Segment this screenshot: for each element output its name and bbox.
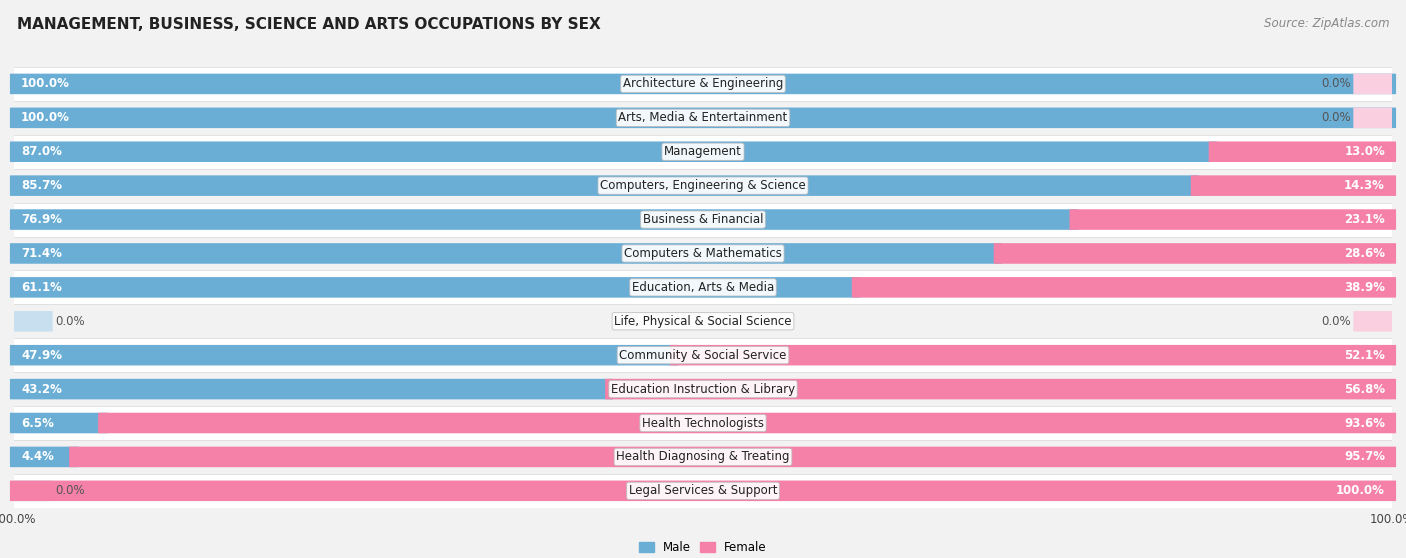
Text: 56.8%: 56.8%	[1344, 383, 1385, 396]
FancyBboxPatch shape	[10, 142, 1218, 162]
Text: 23.1%: 23.1%	[1344, 213, 1385, 226]
Text: 13.0%: 13.0%	[1344, 145, 1385, 158]
Text: 85.7%: 85.7%	[21, 179, 62, 192]
FancyBboxPatch shape	[994, 243, 1396, 264]
FancyBboxPatch shape	[605, 379, 1396, 400]
Text: Education Instruction & Library: Education Instruction & Library	[612, 383, 794, 396]
FancyBboxPatch shape	[10, 108, 1396, 128]
Text: 100.0%: 100.0%	[21, 112, 70, 124]
Bar	[14, 474, 1392, 508]
Text: Computers, Engineering & Science: Computers, Engineering & Science	[600, 179, 806, 192]
Bar	[14, 304, 1392, 338]
FancyBboxPatch shape	[10, 209, 1078, 230]
FancyBboxPatch shape	[852, 277, 1396, 297]
Text: MANAGEMENT, BUSINESS, SCIENCE AND ARTS OCCUPATIONS BY SEX: MANAGEMENT, BUSINESS, SCIENCE AND ARTS O…	[17, 17, 600, 32]
Bar	[14, 406, 1392, 440]
FancyBboxPatch shape	[10, 379, 613, 400]
Text: Health Technologists: Health Technologists	[643, 416, 763, 430]
FancyBboxPatch shape	[10, 480, 1396, 501]
FancyBboxPatch shape	[98, 413, 1396, 433]
Text: Legal Services & Support: Legal Services & Support	[628, 484, 778, 497]
Text: 95.7%: 95.7%	[1344, 450, 1385, 463]
Text: 61.1%: 61.1%	[21, 281, 62, 294]
Text: Computers & Mathematics: Computers & Mathematics	[624, 247, 782, 260]
Text: Arts, Media & Entertainment: Arts, Media & Entertainment	[619, 112, 787, 124]
FancyBboxPatch shape	[10, 277, 860, 297]
Text: 38.9%: 38.9%	[1344, 281, 1385, 294]
Bar	[14, 67, 1392, 101]
Text: Community & Social Service: Community & Social Service	[619, 349, 787, 362]
Text: Source: ZipAtlas.com: Source: ZipAtlas.com	[1264, 17, 1389, 30]
Bar	[14, 203, 1392, 237]
FancyBboxPatch shape	[1209, 142, 1396, 162]
Text: 100.0%: 100.0%	[21, 78, 70, 90]
Text: Health Diagnosing & Treating: Health Diagnosing & Treating	[616, 450, 790, 463]
Bar	[14, 135, 1392, 169]
Bar	[14, 169, 1392, 203]
Bar	[14, 271, 1392, 304]
FancyBboxPatch shape	[1191, 175, 1396, 196]
Text: 0.0%: 0.0%	[1322, 315, 1351, 328]
FancyBboxPatch shape	[1354, 311, 1396, 331]
Bar	[14, 101, 1392, 135]
FancyBboxPatch shape	[1354, 74, 1396, 94]
Bar	[14, 372, 1392, 406]
FancyBboxPatch shape	[10, 413, 108, 433]
Text: 0.0%: 0.0%	[55, 315, 84, 328]
FancyBboxPatch shape	[10, 74, 1396, 94]
FancyBboxPatch shape	[1070, 209, 1396, 230]
Text: 6.5%: 6.5%	[21, 416, 53, 430]
Bar	[14, 237, 1392, 271]
Text: 0.0%: 0.0%	[55, 484, 84, 497]
Text: Architecture & Engineering: Architecture & Engineering	[623, 78, 783, 90]
Text: Management: Management	[664, 145, 742, 158]
Text: 100.0%: 100.0%	[1336, 484, 1385, 497]
Text: Education, Arts & Media: Education, Arts & Media	[631, 281, 775, 294]
FancyBboxPatch shape	[69, 446, 1396, 467]
FancyBboxPatch shape	[10, 243, 1002, 264]
Bar	[14, 440, 1392, 474]
FancyBboxPatch shape	[10, 311, 52, 331]
Text: 4.4%: 4.4%	[21, 450, 53, 463]
FancyBboxPatch shape	[10, 345, 678, 365]
Text: 14.3%: 14.3%	[1344, 179, 1385, 192]
Text: Business & Financial: Business & Financial	[643, 213, 763, 226]
FancyBboxPatch shape	[669, 345, 1396, 365]
Text: 47.9%: 47.9%	[21, 349, 62, 362]
Legend: Male, Female: Male, Female	[634, 537, 772, 558]
Text: 43.2%: 43.2%	[21, 383, 62, 396]
Text: 0.0%: 0.0%	[1322, 78, 1351, 90]
FancyBboxPatch shape	[10, 175, 1199, 196]
Text: Life, Physical & Social Science: Life, Physical & Social Science	[614, 315, 792, 328]
Text: 93.6%: 93.6%	[1344, 416, 1385, 430]
Text: 0.0%: 0.0%	[1322, 112, 1351, 124]
FancyBboxPatch shape	[1354, 108, 1396, 128]
FancyBboxPatch shape	[10, 480, 52, 501]
Text: 71.4%: 71.4%	[21, 247, 62, 260]
Text: 52.1%: 52.1%	[1344, 349, 1385, 362]
FancyBboxPatch shape	[10, 446, 79, 467]
Text: 28.6%: 28.6%	[1344, 247, 1385, 260]
Bar	[14, 338, 1392, 372]
Text: 76.9%: 76.9%	[21, 213, 62, 226]
Text: 87.0%: 87.0%	[21, 145, 62, 158]
